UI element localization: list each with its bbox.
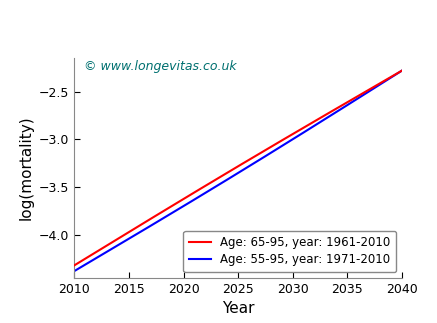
Legend: Age: 65-95, year: 1961-2010, Age: 55-95, year: 1971-2010: Age: 65-95, year: 1961-2010, Age: 55-95,… — [184, 231, 396, 272]
X-axis label: Year: Year — [222, 301, 254, 316]
Text: © www.longevitas.co.uk: © www.longevitas.co.uk — [84, 60, 237, 73]
Y-axis label: log(mortality): log(mortality) — [18, 116, 34, 220]
